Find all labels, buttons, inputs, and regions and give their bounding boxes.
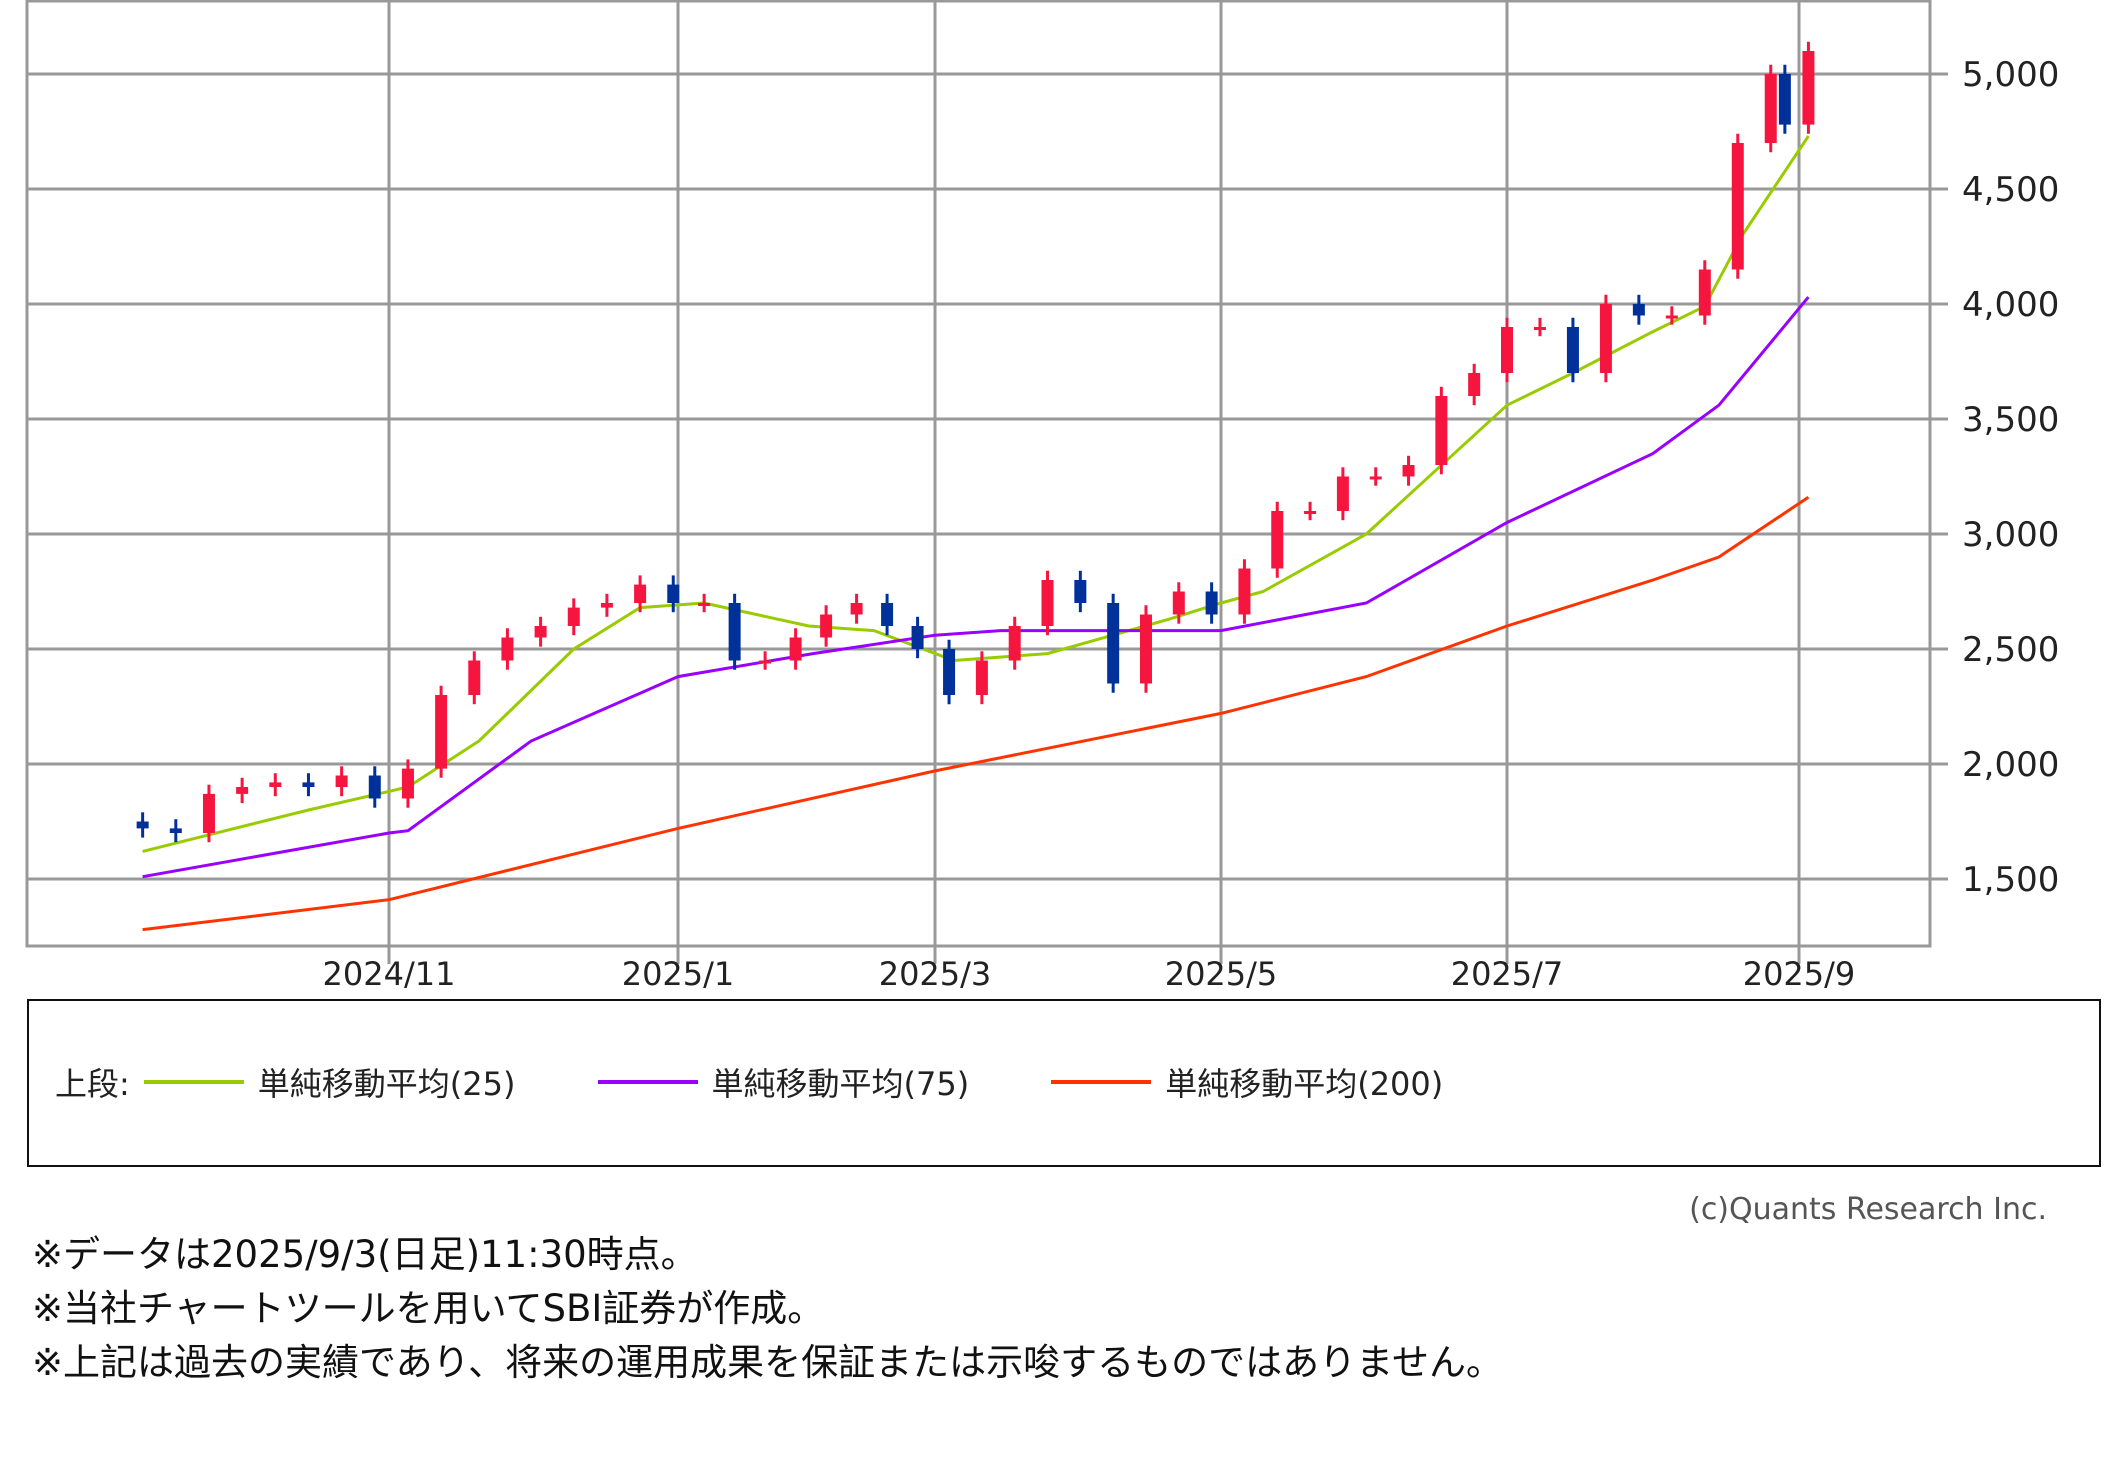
candle-up — [269, 782, 282, 787]
candle-up — [1599, 304, 1612, 373]
ma-line-25 — [142, 135, 1810, 853]
candle-up — [634, 584, 647, 603]
stock-price-chart: 1,500 2,000 2,500 3,000 3,500 4,000 4,500 5,000… — [25, 0, 2059, 990]
note: ※上記は過去の実績であり、将来の運用成果を保証または示唆するものではありません。 — [32, 1341, 1504, 1384]
x-tick-label: 2024/11 — [323, 955, 456, 990]
grid — [25, 0, 1948, 964]
candle-up — [236, 787, 249, 794]
candle-up — [1172, 591, 1185, 615]
candle-up — [1731, 143, 1744, 270]
candle-up — [789, 637, 802, 661]
candle-down — [1778, 74, 1791, 125]
plot-area — [25, 0, 1932, 948]
y-axis: 1,500 2,000 2,500 3,000 3,500 4,000 4,500 5,000 — [1962, 55, 2059, 900]
candle-up — [850, 603, 863, 615]
candle-up — [975, 660, 988, 695]
legend-label: 単純移動平均(25) — [257, 1065, 516, 1103]
candle-up — [1665, 315, 1678, 319]
y-tick-label: 5,000 — [1962, 55, 2059, 95]
candle-down — [1107, 603, 1120, 684]
candle-up — [1698, 269, 1711, 316]
candle-up — [1501, 327, 1513, 373]
y-tick-label: 2,000 — [1962, 745, 2059, 785]
x-tick-label: 2025/5 — [1165, 955, 1278, 990]
y-tick-label: 4,000 — [1962, 285, 2059, 325]
x-tick-label: 2025/7 — [1451, 955, 1564, 990]
candle-up — [1139, 614, 1152, 684]
candle-up — [567, 607, 580, 626]
candle-up — [1304, 511, 1317, 514]
candle-up — [1271, 511, 1284, 569]
candle-down — [368, 775, 381, 799]
candle-up — [1764, 74, 1777, 143]
notes: ※データは2025/9/3(日足)11:30時点。 ※当社チャートツールを用いて… — [32, 1228, 1503, 1390]
legend-swatch — [143, 1080, 244, 1084]
y-tick-label: 3,500 — [1962, 400, 2059, 440]
candle-up — [335, 775, 348, 787]
candle-up — [1008, 626, 1021, 661]
candle-down — [136, 821, 149, 829]
candle-up — [820, 614, 833, 638]
x-tick-label: 2025/3 — [879, 955, 992, 990]
candle-up — [1041, 580, 1054, 626]
legend-item-ma200: 単純移動平均(200) — [1037, 1059, 1443, 1105]
candle-up — [1533, 327, 1546, 330]
candle-up — [759, 660, 772, 664]
candle-up — [1402, 465, 1415, 477]
candle-up — [501, 637, 514, 661]
candle-down — [1074, 580, 1087, 603]
moving-averages — [142, 135, 1810, 932]
y-tick-label: 2,500 — [1962, 630, 2059, 670]
x-tick-label: 2025/1 — [622, 955, 735, 990]
candle-up — [468, 660, 481, 695]
legend-swatch — [597, 1080, 698, 1084]
candle-up — [1336, 476, 1349, 511]
legend-label: 単純移動平均(200) — [1165, 1065, 1444, 1103]
candle-down — [1632, 304, 1645, 316]
candle-up — [1468, 373, 1481, 396]
legend-item-ma75: 単純移動平均(75) — [584, 1059, 970, 1105]
ma-line-75 — [142, 296, 1810, 879]
legend-label: 単純移動平均(75) — [711, 1065, 970, 1103]
candle-up — [202, 793, 215, 833]
candle-down — [881, 603, 894, 626]
ma-line-200 — [142, 495, 1810, 932]
legend-swatch — [1051, 1080, 1152, 1084]
candle-up — [534, 626, 547, 638]
y-tick-label: 3,000 — [1962, 515, 2059, 555]
copyright: (c)Quants Research Inc. — [1689, 1192, 2047, 1227]
x-tick-label: 2025/9 — [1743, 955, 1856, 990]
candle-up — [1369, 476, 1382, 480]
legend: 上段: 単純移動平均(25) 単純移動平均(75) 単純移動平均(200) — [27, 999, 2101, 1167]
candle-up — [401, 768, 414, 799]
candle-down — [911, 626, 924, 649]
candle-down — [1205, 591, 1218, 615]
candle-up — [600, 603, 613, 608]
candle-down — [1566, 327, 1579, 373]
candle-down — [302, 782, 315, 787]
candlesticks — [136, 41, 1815, 843]
candle-down — [169, 828, 182, 833]
candle-down — [728, 603, 741, 661]
y-tick-label: 1,500 — [1962, 860, 2059, 900]
legend-prefix: 上段: — [55, 1065, 130, 1103]
candle-up — [698, 603, 711, 606]
note: ※当社チャートツールを用いてSBI証券が作成。 — [32, 1287, 825, 1330]
candle-up — [1238, 568, 1251, 615]
candle-down — [667, 584, 680, 603]
candle-up — [435, 695, 448, 769]
note: ※データは2025/9/3(日足)11:30時点。 — [32, 1233, 698, 1276]
y-tick-label: 4,500 — [1962, 170, 2059, 210]
legend-item-ma25: 単純移動平均(25) — [130, 1059, 516, 1105]
candle-down — [943, 649, 956, 695]
candle-up — [1802, 51, 1815, 125]
x-axis: 2024/11 2025/1 2025/3 2025/5 2025/7 2025/9 — [323, 955, 1856, 990]
candle-up — [1435, 396, 1448, 465]
